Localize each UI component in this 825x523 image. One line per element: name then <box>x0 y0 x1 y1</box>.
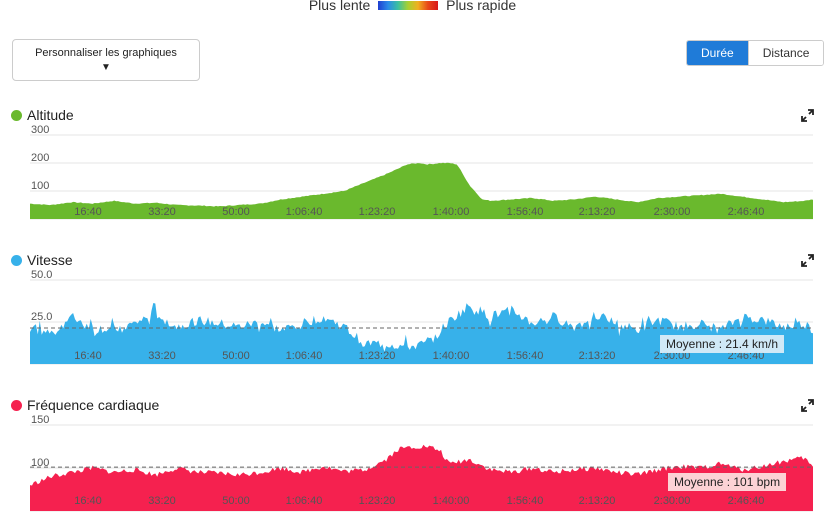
x-tick-label: 2:13:20 <box>579 495 616 507</box>
altitude-dot <box>11 109 22 121</box>
expand-icon[interactable] <box>801 109 814 122</box>
x-tick-label: 1:56:40 <box>507 206 544 218</box>
heart-rate-chart: 5010015016:4033:2050:001:06:401:23:201:4… <box>30 414 813 512</box>
x-tick-label: 2:13:20 <box>579 206 616 218</box>
speed-average-label: Moyenne : 21.4 km/h <box>660 335 785 353</box>
speed-gradient-bar <box>378 0 439 10</box>
expand-icon[interactable] <box>801 399 814 412</box>
series-area <box>30 444 813 511</box>
x-tick-label: 50:00 <box>222 350 250 362</box>
y-tick-label: 100 <box>31 457 49 469</box>
x-tick-label: 33:20 <box>148 350 176 362</box>
x-tick-label: 1:23:20 <box>359 495 396 507</box>
series-area <box>30 303 813 364</box>
x-tick-label: 2:30:00 <box>654 495 691 507</box>
x-tick-label: 2:46:40 <box>728 350 765 362</box>
customize-charts-button[interactable]: Personnaliser les graphiques ▼ <box>12 39 200 81</box>
distance-toggle-button[interactable]: Distance <box>747 41 824 65</box>
x-tick-label: 1:40:00 <box>433 206 470 218</box>
speed-title-text: Vitesse <box>27 252 73 268</box>
x-tick-label: 16:40 <box>74 495 102 507</box>
customize-charts-label: Personnaliser les graphiques <box>35 47 177 59</box>
legend-fast-label: Plus rapide <box>446 0 517 13</box>
altitude-title: Altitude <box>11 107 74 123</box>
x-tick-label: 16:40 <box>74 350 102 362</box>
speed-dot <box>11 254 22 266</box>
x-tick-label: 2:46:40 <box>728 495 765 507</box>
y-tick-label: 100 <box>31 180 49 192</box>
y-tick-label: 50.0 <box>31 269 52 281</box>
y-tick-label: 150 <box>31 414 49 426</box>
speed-panel: Vitesse 0.025.050.016:4033:2050:001:06:4… <box>0 250 825 368</box>
heart-rate-panel: Fréquence cardiaque 5010015016:4033:2050… <box>0 395 825 515</box>
y-tick-label: 300 <box>31 124 49 136</box>
x-tick-label: 50:00 <box>222 495 250 507</box>
y-tick-label: 200 <box>31 152 49 164</box>
x-tick-label: 50:00 <box>222 206 250 218</box>
heart-rate-dot <box>11 399 22 411</box>
x-tick-label: 2:46:40 <box>728 206 765 218</box>
x-tick-label: 1:06:40 <box>286 350 323 362</box>
chevron-down-icon: ▼ <box>101 62 111 73</box>
x-tick-label: 1:23:20 <box>359 350 396 362</box>
altitude-title-text: Altitude <box>27 107 74 123</box>
heart-rate-title: Fréquence cardiaque <box>11 397 159 413</box>
legend-slow-label: Plus lente <box>308 0 371 13</box>
x-tick-label: 1:23:20 <box>359 206 396 218</box>
series-area <box>30 162 813 219</box>
duration-toggle-button[interactable]: Durée <box>687 41 748 65</box>
x-tick-label: 2:30:00 <box>654 206 691 218</box>
heart-rate-title-text: Fréquence cardiaque <box>27 397 160 413</box>
x-tick-label: 2:13:20 <box>579 350 616 362</box>
altitude-chart: 010020030016:4033:2050:001:06:401:23:201… <box>30 124 813 220</box>
speed-chart: 0.025.050.016:4033:2050:001:06:401:23:20… <box>30 269 813 365</box>
x-tick-label: 1:40:00 <box>433 350 470 362</box>
x-tick-label: 1:40:00 <box>433 495 470 507</box>
x-tick-label: 1:56:40 <box>507 350 544 362</box>
expand-icon[interactable] <box>801 254 814 267</box>
axis-mode-toggle: Durée Distance <box>686 40 825 66</box>
x-tick-label: 33:20 <box>148 206 176 218</box>
x-tick-label: 2:30:00 <box>654 350 691 362</box>
y-tick-label: 25.0 <box>31 311 52 323</box>
altitude-panel: Altitude 010020030016:4033:2050:001:06:4… <box>0 105 825 220</box>
heart-rate-average-label: Moyenne : 101 bpm <box>668 473 787 491</box>
x-tick-label: 1:06:40 <box>286 206 323 218</box>
x-tick-label: 1:06:40 <box>286 495 323 507</box>
x-tick-label: 33:20 <box>148 495 176 507</box>
speed-title: Vitesse <box>11 252 73 268</box>
speed-color-legend: Plus lente Plus rapide <box>0 0 825 13</box>
x-tick-label: 1:56:40 <box>507 495 544 507</box>
x-tick-label: 16:40 <box>74 206 102 218</box>
